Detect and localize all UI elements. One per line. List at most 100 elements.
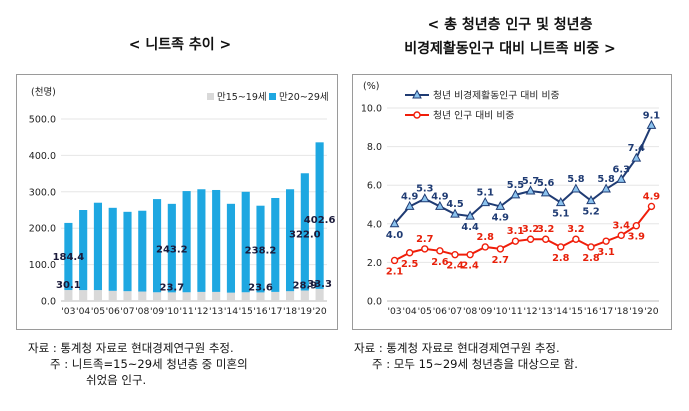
y-tick-label: 200.0	[29, 224, 56, 235]
bar-segment-age20-29	[152, 199, 162, 293]
data-label: 3.1	[597, 247, 615, 258]
data-point-circle	[436, 247, 444, 255]
data-label: 5.2	[582, 207, 599, 218]
y-tick-label: 0.0	[367, 297, 382, 308]
data-point-circle	[632, 222, 641, 230]
data-label: 4.9	[401, 191, 419, 202]
x-tick-label: '10	[165, 306, 179, 317]
data-point-circle	[421, 245, 429, 253]
legend-marker	[412, 89, 422, 99]
bar-segment-age15-19	[315, 288, 324, 301]
x-tick-label: '10	[493, 306, 507, 317]
x-tick-label: '13	[209, 306, 223, 317]
x-tick-label: '17	[268, 306, 282, 317]
y-tick-label: 0.0	[41, 297, 56, 308]
data-point-triangle	[450, 208, 460, 218]
data-label: 4.4	[461, 222, 479, 233]
x-tick-label: '04	[403, 306, 417, 317]
neet-share-line-chart: (%) 0.0 2.0 4.0 6.0 8.0 10.0 '03'04'05'06'07'08…	[361, 81, 661, 317]
data-label: 3.1	[507, 226, 525, 237]
data-label: 238.2	[245, 245, 277, 256]
data-label: 2.4	[461, 261, 479, 272]
data-label: 28.9	[292, 280, 317, 291]
y-tick-label: 300.0	[29, 187, 56, 198]
x-tick-label: '09	[150, 306, 164, 317]
data-point-triangle	[646, 119, 657, 129]
x-tick-label: '12	[194, 306, 208, 317]
data-point-triangle	[465, 210, 475, 220]
data-label: 2.7	[416, 234, 434, 245]
bar-segment-age20-29	[241, 191, 250, 293]
data-label: 3.2	[537, 224, 554, 235]
x-tick-label: '13	[539, 306, 553, 317]
legend-label: 청년 인구 대비 비중	[433, 110, 514, 122]
data-point-triangle	[540, 187, 551, 197]
data-label: 33.3	[307, 279, 332, 290]
left-footnote-line1: 주 : 니트족=15~29세 청년층 중 미혼의	[50, 357, 248, 371]
data-label: 4.9	[492, 212, 510, 223]
data-label: 9.1	[643, 110, 661, 121]
bar-segment-age15-19	[167, 292, 176, 301]
data-label: 4.0	[386, 230, 404, 241]
data-label: 184.4	[53, 252, 85, 263]
data-point-circle	[481, 243, 489, 251]
bar-segment-age15-19	[256, 292, 265, 301]
x-tick-label: '19	[629, 306, 643, 317]
legend-marker	[413, 111, 421, 119]
bar-segment-age15-19	[108, 290, 117, 301]
data-label: 23.6	[248, 282, 273, 293]
y-tick-label: 8.0	[367, 142, 382, 153]
bar-segment-age15-19	[212, 291, 221, 301]
data-point-triangle	[389, 218, 400, 228]
bar-segment-age20-29	[64, 222, 73, 291]
data-point-triangle	[419, 193, 430, 203]
data-point-triangle	[601, 183, 611, 193]
data-label: 6.3	[613, 164, 631, 175]
bar-segment-age20-29	[108, 207, 117, 291]
x-tick-label: '05	[91, 306, 105, 317]
y-tick-label: 6.0	[367, 181, 382, 192]
bar-segment-age20-29	[182, 191, 191, 293]
x-tick-label: '14	[554, 306, 568, 317]
y-tick-label: 400.0	[29, 151, 56, 162]
y-axis-unit: (천명)	[31, 87, 56, 98]
x-tick-label: '11	[180, 306, 194, 317]
data-point-triangle	[480, 197, 491, 207]
data-label: 23.7	[159, 282, 184, 293]
y-tick-label: 100.0	[29, 260, 56, 271]
x-tick-label: '18	[614, 306, 628, 317]
bar-segment-age15-19	[241, 292, 250, 301]
x-tick-label: '16	[253, 306, 267, 317]
data-label: 5.5	[507, 180, 525, 191]
legend-label: 만15~19세	[217, 92, 267, 103]
bar-segment-age15-19	[64, 290, 73, 301]
left-chart-panel: (천명) 0.0 100.0 200.0 300.0 400.0 500.0'03'04'0…	[16, 74, 338, 330]
x-tick-label: '18	[283, 306, 297, 317]
data-label: 30.1	[56, 280, 81, 291]
data-label: 2.5	[401, 259, 419, 270]
data-point-triangle	[586, 195, 596, 205]
data-label: 2.8	[552, 253, 570, 264]
right-chart-title-line2: 비경제활동인구 대비 니트족 비중 >	[404, 41, 616, 57]
data-label: 402.6	[304, 215, 336, 226]
data-label: 2.7	[492, 255, 510, 266]
bar-segment-age20-29	[167, 203, 176, 293]
x-tick-label: '20	[313, 306, 327, 317]
data-point-circle	[496, 245, 505, 253]
data-point-circle	[405, 249, 414, 257]
data-point-triangle	[525, 185, 536, 195]
x-tick-label: '14	[224, 306, 238, 317]
bar-segment-age20-29	[138, 210, 147, 292]
data-label: 5.1	[552, 209, 570, 220]
data-point-circle	[647, 202, 656, 211]
x-tick-label: '20	[644, 306, 658, 317]
data-point-circle	[390, 256, 399, 265]
data-point-triangle	[631, 152, 642, 162]
legend-label: 만20~29세	[279, 92, 329, 103]
x-tick-label: '11	[508, 306, 522, 317]
legend-swatch	[207, 93, 214, 100]
data-point-circle	[526, 235, 535, 243]
x-tick-label: '06	[433, 306, 447, 317]
bar-segment-age15-19	[197, 291, 206, 301]
right-source-note: 자료 : 통계청 자료로 현대경제연구원 추정.	[354, 341, 560, 355]
